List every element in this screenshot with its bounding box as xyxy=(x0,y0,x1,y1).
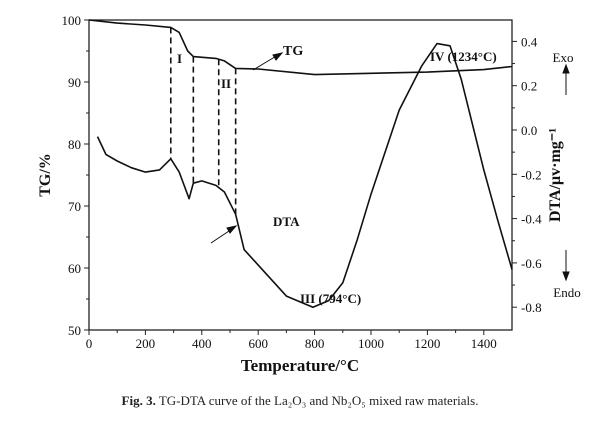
caption-label: Fig. 3. xyxy=(121,393,156,408)
tg-dta-chart: 0 200 400 600 800 1000 1200 1400 50 60 70 80 90 100 -0… xyxy=(37,13,581,375)
tg-series-line xyxy=(88,19,513,76)
y-right-tick-label: -0.8 xyxy=(521,300,542,315)
y-right-tick-label: 0.0 xyxy=(521,123,537,138)
figure-caption: Fig. 3. TG-DTA curve of the La₂O₃ and Nb… xyxy=(0,393,600,409)
x-tick-label: 1400 xyxy=(471,336,497,351)
tg-label: TG xyxy=(283,44,303,59)
arrow-icon xyxy=(210,52,570,282)
y-right-tick-label: -0.4 xyxy=(521,212,542,227)
x-tick-label: 1200 xyxy=(414,336,440,351)
label-III: III (794°C) xyxy=(300,291,361,306)
y-right-tick-label: -0.6 xyxy=(521,256,542,271)
y-right-tick-label: 0.4 xyxy=(521,34,538,49)
y-right-tick-label: 0.2 xyxy=(521,79,537,94)
label-II: II xyxy=(221,76,231,91)
y-axis-left-label: TG/% xyxy=(37,153,54,197)
y-left-tick-label: 60 xyxy=(68,261,81,276)
x-axis-label: Temperature/°C xyxy=(241,356,359,375)
y-left-tick-label: 50 xyxy=(68,323,81,338)
x-tick-label: 1000 xyxy=(358,336,384,351)
x-tick-label: 800 xyxy=(305,336,325,351)
y-left-tick-label: 90 xyxy=(68,75,81,90)
label-I: I xyxy=(177,51,182,66)
plot-frame xyxy=(88,19,513,331)
x-tick-label: 400 xyxy=(192,336,212,351)
y-left-tick-label: 100 xyxy=(62,13,82,28)
x-tick-label: 600 xyxy=(248,336,268,351)
y-left-tick-label: 80 xyxy=(68,137,81,152)
y-axis-right-label: DTA/μv·mg⁻¹ xyxy=(547,128,564,222)
dta-label: DTA xyxy=(273,214,300,229)
x-tick-label: 0 xyxy=(86,336,93,351)
y-left-tick-label: 70 xyxy=(68,199,81,214)
y-right-tick-label: -0.2 xyxy=(521,167,542,182)
caption-text: TG-DTA curve of the La₂O₃ and Nb₂O₅ mixe… xyxy=(158,393,479,408)
dta-series-line xyxy=(96,42,513,308)
x-tick-label: 200 xyxy=(136,336,156,351)
exo-label: Exo xyxy=(553,50,574,65)
endo-label: Endo xyxy=(553,285,580,300)
label-IV: IV (1234°C) xyxy=(430,49,497,64)
